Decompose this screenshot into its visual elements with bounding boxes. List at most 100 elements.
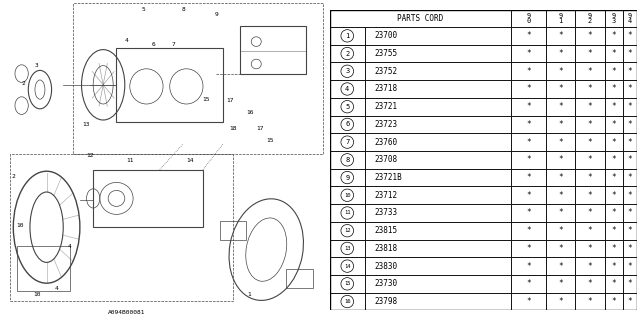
Text: *: * (559, 102, 563, 111)
Text: 23718: 23718 (374, 84, 397, 93)
FancyBboxPatch shape (605, 27, 623, 45)
FancyBboxPatch shape (546, 187, 575, 204)
Text: *: * (526, 262, 531, 271)
Text: *: * (628, 191, 632, 200)
FancyBboxPatch shape (546, 80, 575, 98)
FancyBboxPatch shape (330, 62, 365, 80)
Text: *: * (559, 279, 563, 288)
Text: 23712: 23712 (374, 191, 397, 200)
Text: 23721: 23721 (374, 102, 397, 111)
Text: 9: 9 (214, 12, 218, 17)
Text: *: * (559, 191, 563, 200)
Text: *: * (628, 262, 632, 271)
FancyBboxPatch shape (623, 62, 637, 80)
FancyBboxPatch shape (511, 62, 546, 80)
Text: *: * (559, 173, 563, 182)
FancyBboxPatch shape (605, 116, 623, 133)
FancyBboxPatch shape (623, 222, 637, 240)
Text: 23755: 23755 (374, 49, 397, 58)
FancyBboxPatch shape (330, 204, 365, 222)
Text: *: * (526, 102, 531, 111)
FancyBboxPatch shape (511, 257, 546, 275)
Text: *: * (559, 244, 563, 253)
Text: *: * (588, 138, 592, 147)
FancyBboxPatch shape (365, 151, 511, 169)
FancyBboxPatch shape (365, 98, 511, 116)
Text: 2: 2 (345, 51, 349, 57)
FancyBboxPatch shape (623, 275, 637, 293)
Text: 23830: 23830 (374, 262, 397, 271)
Text: 23733: 23733 (374, 208, 397, 218)
FancyBboxPatch shape (511, 204, 546, 222)
Text: 6: 6 (151, 42, 155, 47)
Text: *: * (628, 155, 632, 164)
Text: *: * (559, 67, 563, 76)
FancyBboxPatch shape (546, 222, 575, 240)
Text: 3: 3 (35, 63, 38, 68)
Text: 23798: 23798 (374, 297, 397, 306)
FancyBboxPatch shape (605, 133, 623, 151)
Text: *: * (628, 84, 632, 93)
Text: *: * (611, 120, 616, 129)
Text: 10: 10 (33, 292, 40, 297)
FancyBboxPatch shape (546, 116, 575, 133)
FancyBboxPatch shape (605, 62, 623, 80)
Text: 9
0: 9 0 (526, 13, 531, 24)
Text: *: * (628, 208, 632, 218)
FancyBboxPatch shape (330, 293, 365, 310)
FancyBboxPatch shape (623, 293, 637, 310)
Text: *: * (526, 279, 531, 288)
Text: 8: 8 (345, 157, 349, 163)
FancyBboxPatch shape (511, 240, 546, 257)
Text: *: * (526, 244, 531, 253)
Text: *: * (588, 173, 592, 182)
Text: *: * (588, 155, 592, 164)
FancyBboxPatch shape (365, 204, 511, 222)
Circle shape (341, 118, 353, 131)
FancyBboxPatch shape (511, 10, 546, 27)
Text: 4: 4 (345, 86, 349, 92)
FancyBboxPatch shape (623, 169, 637, 187)
FancyBboxPatch shape (511, 133, 546, 151)
Text: 16: 16 (246, 109, 253, 115)
Text: 9
1: 9 1 (559, 13, 563, 24)
Text: *: * (611, 191, 616, 200)
Text: 17: 17 (256, 125, 263, 131)
Text: A094B00081: A094B00081 (108, 310, 145, 315)
Text: *: * (611, 297, 616, 306)
FancyBboxPatch shape (511, 80, 546, 98)
Text: *: * (526, 31, 531, 40)
FancyBboxPatch shape (546, 257, 575, 275)
FancyBboxPatch shape (330, 222, 365, 240)
FancyBboxPatch shape (575, 133, 605, 151)
Text: *: * (559, 31, 563, 40)
Text: *: * (559, 120, 563, 129)
FancyBboxPatch shape (330, 275, 365, 293)
Text: 12: 12 (86, 153, 93, 158)
Text: *: * (526, 226, 531, 235)
Text: *: * (559, 155, 563, 164)
FancyBboxPatch shape (330, 133, 365, 151)
Text: *: * (559, 138, 563, 147)
FancyBboxPatch shape (365, 133, 511, 151)
Text: 1: 1 (345, 33, 349, 39)
Text: *: * (588, 49, 592, 58)
Text: *: * (611, 31, 616, 40)
FancyBboxPatch shape (546, 98, 575, 116)
Text: 15: 15 (344, 281, 351, 286)
Text: *: * (611, 279, 616, 288)
Circle shape (341, 278, 353, 290)
FancyBboxPatch shape (365, 293, 511, 310)
Text: 9: 9 (345, 174, 349, 180)
Text: *: * (611, 208, 616, 218)
Text: *: * (588, 208, 592, 218)
FancyBboxPatch shape (575, 10, 605, 27)
FancyBboxPatch shape (575, 222, 605, 240)
FancyBboxPatch shape (365, 240, 511, 257)
Text: *: * (588, 279, 592, 288)
Text: *: * (526, 173, 531, 182)
FancyBboxPatch shape (511, 275, 546, 293)
Circle shape (341, 100, 353, 113)
Text: *: * (611, 155, 616, 164)
Text: *: * (628, 102, 632, 111)
